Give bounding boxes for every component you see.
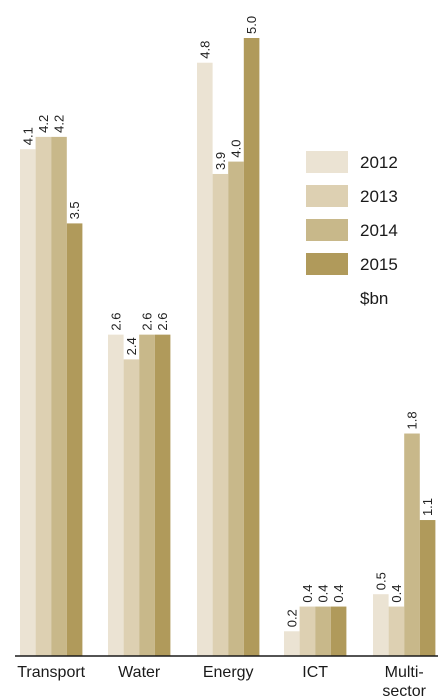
- bar-transport-2012: [20, 149, 36, 657]
- legend-swatch-2013: [306, 185, 348, 207]
- bar-transport-2015: [66, 223, 83, 656]
- legend-label-2015: 2015: [360, 255, 398, 274]
- legend-swatch-2012: [306, 151, 348, 173]
- bar-water-2015: [154, 334, 171, 656]
- value-label-water-2012: 2.6: [108, 313, 123, 331]
- value-label-multi-sector-2013: 0.4: [389, 584, 404, 602]
- category-label-ict: ICT: [302, 664, 328, 681]
- value-label-multi-sector-2012: 0.5: [373, 572, 388, 590]
- value-label-transport-2013: 4.2: [36, 115, 51, 133]
- value-label-energy-2015: 5.0: [244, 16, 259, 34]
- value-label-ict-2012: 0.2: [284, 609, 299, 627]
- value-label-energy-2013: 3.9: [213, 152, 228, 170]
- value-label-multi-sector-2015: 1.1: [420, 498, 435, 516]
- value-label-transport-2012: 4.1: [20, 127, 35, 145]
- legend: 2012 2013 2014 2015 $bn: [306, 151, 398, 308]
- bar-water-2012: [108, 334, 124, 656]
- bar-energy-2012: [197, 62, 213, 657]
- bar-ict-2014: [315, 606, 331, 656]
- legend-label-2012: 2012: [360, 153, 398, 172]
- value-label-energy-2014: 4.0: [229, 140, 244, 158]
- bar-water-2013: [123, 359, 140, 656]
- value-label-water-2013: 2.4: [124, 337, 139, 355]
- value-label-ict-2013: 0.4: [300, 584, 315, 602]
- category-labels-group: Transport Water Energy ICT Multi-sector: [17, 664, 426, 700]
- category-label-energy: Energy: [203, 664, 254, 681]
- value-label-water-2015: 2.6: [155, 313, 170, 331]
- value-label-ict-2015: 0.4: [331, 584, 346, 602]
- bar-multi-sector-2013: [388, 606, 405, 656]
- value-label-multi-sector-2014: 1.8: [405, 411, 420, 429]
- bar-energy-2013: [212, 173, 229, 656]
- legend-label-2014: 2014: [360, 221, 398, 240]
- category-label-multi-sector: Multi-sector: [382, 664, 426, 700]
- value-label-water-2014: 2.6: [140, 313, 155, 331]
- value-label-ict-2014: 0.4: [316, 584, 331, 602]
- bar-ict-2012: [284, 631, 300, 656]
- bar-transport-2013: [35, 136, 52, 656]
- bar-energy-2015: [243, 38, 260, 656]
- bars-group: [20, 38, 436, 657]
- unit-label: $bn: [360, 289, 388, 308]
- bar-ict-2013: [299, 606, 316, 656]
- bar-multi-sector-2015: [419, 520, 436, 656]
- value-label-transport-2014: 4.2: [52, 115, 67, 133]
- bar-energy-2014: [228, 161, 244, 656]
- bar-multi-sector-2014: [404, 433, 420, 656]
- bar-ict-2015: [330, 606, 347, 656]
- category-label-water: Water: [118, 664, 161, 681]
- legend-label-2013: 2013: [360, 187, 398, 206]
- bar-transport-2014: [51, 136, 67, 656]
- legend-swatch-2014: [306, 219, 348, 241]
- value-label-transport-2015: 3.5: [67, 201, 82, 219]
- value-labels-group: 4.14.2 4.23.52.62.42.6 2.64.83.94.05.00.20…: [20, 16, 435, 627]
- value-label-energy-2012: 4.8: [197, 41, 212, 59]
- bar-water-2014: [139, 334, 155, 656]
- category-label-transport: Transport: [17, 664, 85, 681]
- bar-multi-sector-2012: [373, 594, 389, 656]
- legend-swatch-2015: [306, 253, 348, 275]
